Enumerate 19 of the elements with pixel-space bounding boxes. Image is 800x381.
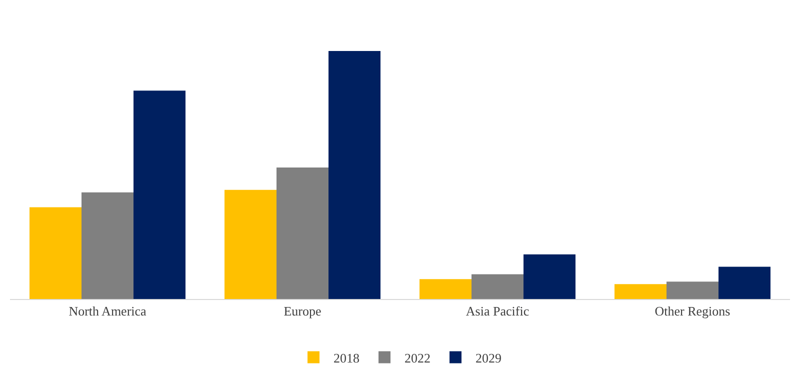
legend-label: 2029 — [476, 350, 502, 366]
bar — [614, 284, 666, 299]
bar — [420, 279, 472, 299]
bar — [328, 51, 380, 299]
bar — [224, 190, 276, 299]
legend-label: 2018 — [334, 350, 360, 366]
legend-label: 2022 — [404, 350, 430, 366]
bar — [472, 274, 524, 299]
bar — [30, 207, 82, 299]
bar — [718, 266, 770, 299]
x-tick-label: Other Regions — [654, 304, 730, 319]
bar — [134, 90, 186, 299]
x-tick-label: Asia Pacific — [466, 304, 530, 319]
bar — [666, 282, 718, 299]
bar — [82, 192, 134, 299]
bar — [524, 254, 576, 299]
x-tick-label: North America — [68, 304, 147, 319]
bar — [276, 168, 328, 299]
x-tick-label: Europe — [284, 304, 322, 319]
